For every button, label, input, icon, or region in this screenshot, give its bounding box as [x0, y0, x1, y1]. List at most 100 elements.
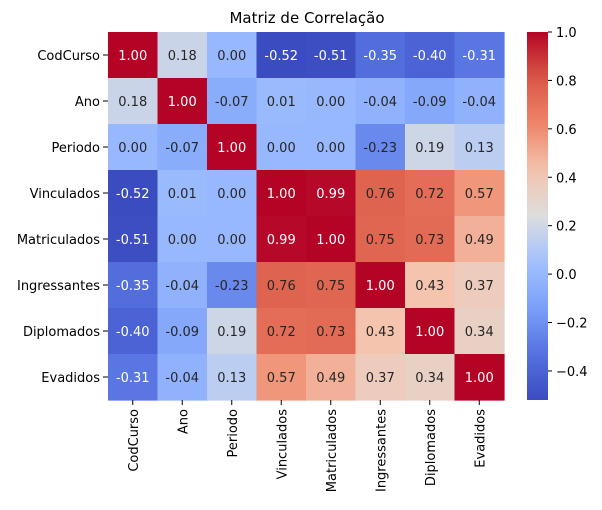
- heatmap-cell: [405, 308, 456, 355]
- heatmap-cell: [207, 308, 258, 355]
- heatmap-cell: [157, 32, 208, 79]
- heatmap-cell: [355, 78, 406, 125]
- cell-value-label: 0.43: [366, 325, 395, 340]
- cell-value-label: 0.18: [118, 95, 147, 110]
- cell-value-label: 0.72: [415, 187, 444, 202]
- cell-value-label: 0.49: [465, 233, 494, 248]
- heatmap-cell: [306, 32, 357, 79]
- y-tick-label: Ano: [75, 95, 100, 110]
- heatmap-cell: [256, 262, 307, 309]
- colorbar-tick-label: 1.0: [556, 26, 577, 41]
- heatmap-cell: [256, 308, 307, 355]
- heatmap-cell: [355, 262, 406, 309]
- heatmap-cell: [454, 216, 505, 263]
- heatmap-cell: [256, 32, 307, 79]
- heatmap-cell: [108, 124, 159, 171]
- cell-value-label: 0.43: [415, 279, 444, 294]
- cell-value-label: 1.00: [415, 325, 444, 340]
- colorbar-tick-label: 0.0: [556, 268, 577, 283]
- cell-value-label: 1.00: [118, 49, 147, 64]
- x-tick-label: CodCurso: [127, 409, 142, 472]
- y-tick-label: Diplomados: [23, 325, 100, 340]
- heatmap-cell: [355, 124, 406, 171]
- cell-value-label: 0.37: [366, 371, 395, 386]
- heatmap-cell: [454, 124, 505, 171]
- y-axis-ticks: CodCurso Ano Periodo Vinculados Matriculados…: [17, 49, 108, 386]
- heatmap-cell: [355, 216, 406, 263]
- cell-value-label: 0.00: [316, 141, 345, 156]
- heatmap-cell: [306, 78, 357, 125]
- cell-value-label: -0.04: [462, 95, 496, 110]
- cell-value-label: 0.99: [316, 187, 345, 202]
- colorbar: [527, 32, 548, 400]
- colorbar-tick-label: 0.6: [556, 123, 577, 138]
- cell-value-label: 1.00: [366, 279, 395, 294]
- cell-value-label: 1.00: [267, 187, 296, 202]
- heatmap-cell: [157, 308, 208, 355]
- cell-value-label: -0.09: [413, 95, 447, 110]
- y-tick-label: Periodo: [52, 141, 101, 156]
- heatmap-cell: [355, 170, 406, 217]
- cell-value-label: -0.35: [363, 49, 397, 64]
- y-tick-label: Evadidos: [41, 371, 100, 386]
- heatmap-cell: [454, 308, 505, 355]
- heatmap-cell: [405, 78, 456, 125]
- cell-value-label: 1.00: [465, 371, 494, 386]
- cell-value-label: -0.04: [165, 279, 199, 294]
- x-tick-label: Ano: [176, 409, 191, 434]
- cell-value-label: -0.52: [264, 49, 298, 64]
- cell-value-label: 0.19: [217, 325, 246, 340]
- cell-value-label: 1.00: [217, 141, 246, 156]
- cell-value-label: 0.01: [267, 95, 296, 110]
- cell-value-label: -0.40: [116, 325, 150, 340]
- heatmap-cell: [405, 262, 456, 309]
- cell-value-label: 1.00: [168, 95, 197, 110]
- heatmap-cells: 1.00 0.18 0.00 -0.52 -0.51 -0.35 -0.40 -0.31 0.1…: [108, 32, 505, 401]
- cell-value-label: 0.75: [316, 279, 345, 294]
- chart-title: Matriz de Correlação: [229, 9, 384, 27]
- heatmap-cell: [306, 308, 357, 355]
- cell-value-label: 0.13: [465, 141, 494, 156]
- cell-value-label: 0.49: [316, 371, 345, 386]
- heatmap-cell: [405, 354, 456, 401]
- heatmap-cell: [306, 124, 357, 171]
- cell-value-label: 0.76: [366, 187, 395, 202]
- heatmap-cell: [355, 354, 406, 401]
- heatmap-cell: [207, 216, 258, 263]
- x-tick-label: Evadidos: [473, 409, 488, 468]
- heatmap-cell: [256, 354, 307, 401]
- cell-value-label: -0.52: [116, 187, 150, 202]
- cell-value-label: 0.57: [267, 371, 296, 386]
- cell-value-label: 0.76: [267, 279, 296, 294]
- cell-value-label: -0.04: [165, 371, 199, 386]
- colorbar-tick-label: 0.2: [556, 220, 577, 235]
- cell-value-label: 0.00: [217, 233, 246, 248]
- cell-value-label: -0.07: [165, 141, 199, 156]
- heatmap-cell: [207, 170, 258, 217]
- cell-value-label: -0.09: [165, 325, 199, 340]
- x-tick-label: Diplomados: [424, 409, 439, 486]
- cell-value-label: 0.37: [465, 279, 494, 294]
- cell-value-label: -0.07: [215, 95, 249, 110]
- cell-value-label: -0.51: [314, 49, 348, 64]
- cell-value-label: -0.35: [116, 279, 150, 294]
- cell-value-label: 0.34: [465, 325, 494, 340]
- cell-value-label: 0.00: [168, 233, 197, 248]
- heatmap-cell: [355, 308, 406, 355]
- cell-value-label: 0.01: [168, 187, 197, 202]
- y-tick-label: Ingressantes: [17, 279, 100, 294]
- heatmap-cell: [207, 354, 258, 401]
- cell-value-label: 1.00: [316, 233, 345, 248]
- cell-value-label: 0.00: [118, 141, 147, 156]
- x-tick-label: Periodo: [226, 409, 241, 458]
- cell-value-label: 0.34: [415, 371, 444, 386]
- heatmap-cell: [207, 78, 258, 125]
- heatmap-cell: [256, 78, 307, 125]
- cell-value-label: -0.40: [413, 49, 447, 64]
- cell-value-label: 0.18: [168, 49, 197, 64]
- cell-value-label: -0.31: [116, 371, 150, 386]
- heatmap-cell: [108, 78, 159, 125]
- heatmap-cell: [454, 32, 505, 79]
- heatmap-cell: [108, 354, 159, 401]
